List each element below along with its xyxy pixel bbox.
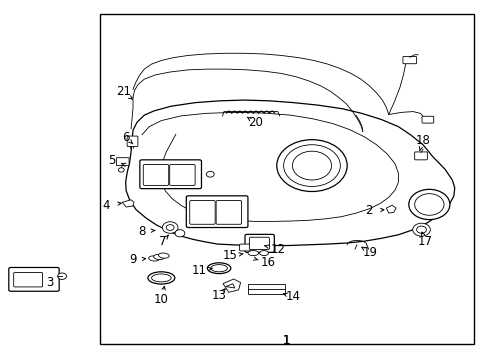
Circle shape [292,151,331,180]
Circle shape [118,168,124,172]
Polygon shape [125,100,454,246]
Ellipse shape [153,255,164,260]
FancyBboxPatch shape [249,237,269,249]
Circle shape [412,223,429,236]
Polygon shape [223,279,240,292]
FancyBboxPatch shape [169,165,195,185]
FancyBboxPatch shape [186,196,247,228]
FancyBboxPatch shape [402,57,416,64]
Text: 12: 12 [270,243,285,256]
Circle shape [206,171,214,177]
Ellipse shape [247,251,258,256]
Text: 8: 8 [138,225,145,238]
Ellipse shape [210,265,227,272]
Text: 16: 16 [260,256,275,269]
Ellipse shape [259,251,268,256]
Circle shape [166,225,174,230]
FancyBboxPatch shape [244,234,274,252]
Text: 18: 18 [415,134,429,147]
Circle shape [276,140,346,192]
Circle shape [416,226,426,233]
Text: 15: 15 [222,249,237,262]
Text: 1: 1 [282,334,289,347]
FancyBboxPatch shape [14,273,42,287]
Text: 2: 2 [365,204,372,217]
Text: 10: 10 [154,293,168,306]
FancyBboxPatch shape [127,136,138,147]
FancyBboxPatch shape [216,201,241,224]
Text: 5: 5 [107,154,115,167]
Ellipse shape [148,256,159,261]
Text: 13: 13 [211,289,226,302]
FancyBboxPatch shape [239,244,250,251]
Bar [100,14,473,344]
FancyBboxPatch shape [9,267,59,291]
Text: 7: 7 [158,235,166,248]
Circle shape [408,189,449,220]
Text: 3: 3 [46,276,54,289]
Text: 19: 19 [363,246,377,259]
Circle shape [175,230,184,237]
Circle shape [58,273,66,279]
FancyBboxPatch shape [116,158,129,166]
Text: 6: 6 [122,131,130,144]
Ellipse shape [207,263,230,274]
FancyBboxPatch shape [421,116,433,123]
Text: 1: 1 [282,334,289,347]
Text: 9: 9 [129,253,137,266]
Text: 11: 11 [192,264,206,277]
Circle shape [414,194,443,215]
Ellipse shape [158,253,169,258]
FancyBboxPatch shape [414,152,427,160]
Polygon shape [386,205,395,213]
Text: 17: 17 [417,235,432,248]
Ellipse shape [147,272,175,284]
FancyBboxPatch shape [143,165,168,185]
Polygon shape [225,284,234,288]
Text: 14: 14 [285,291,300,303]
Bar [248,284,285,294]
FancyBboxPatch shape [140,160,201,189]
Ellipse shape [151,274,171,282]
Text: 21: 21 [116,85,130,98]
Circle shape [283,145,340,186]
Polygon shape [122,200,134,207]
Text: 4: 4 [102,199,110,212]
Text: 20: 20 [247,116,262,129]
Circle shape [162,222,178,233]
FancyBboxPatch shape [189,201,215,224]
